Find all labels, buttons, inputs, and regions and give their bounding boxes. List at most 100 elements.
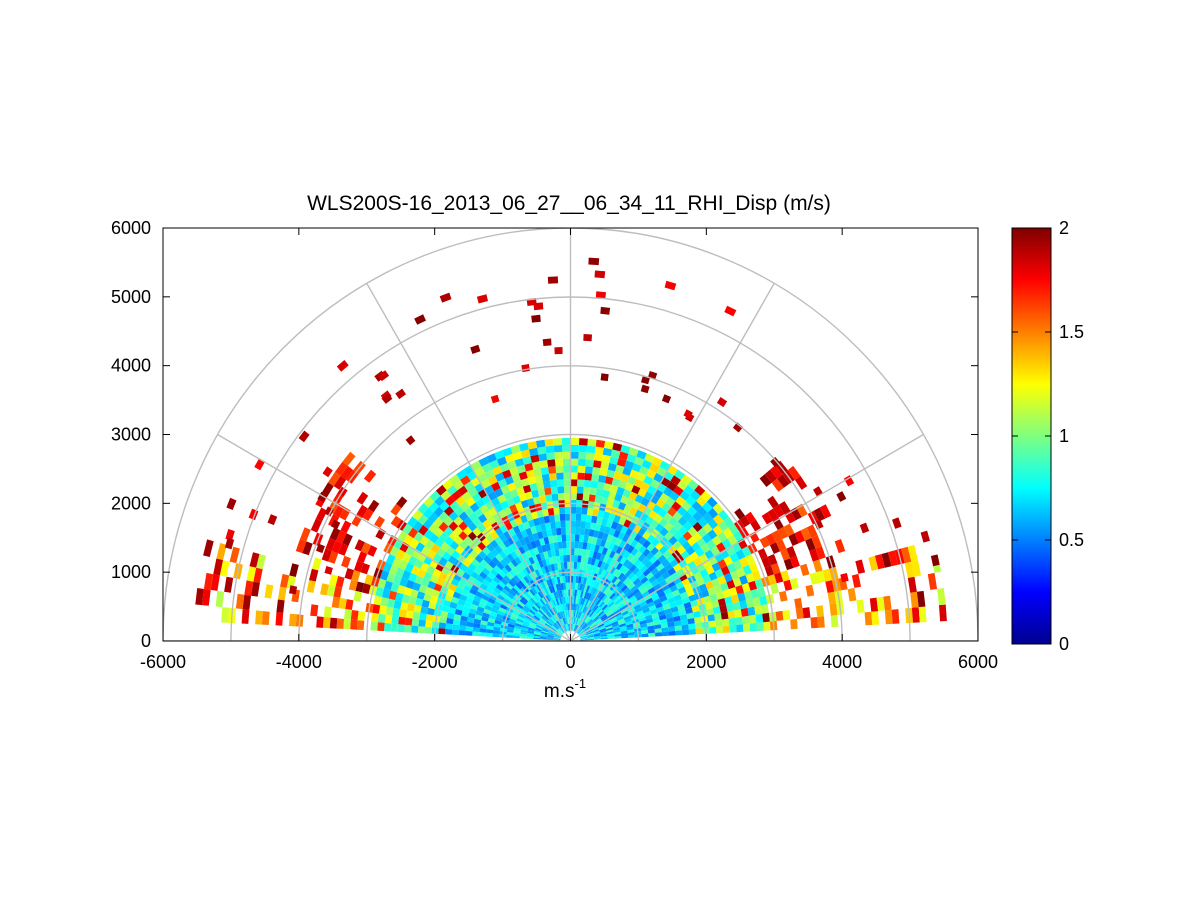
heatmap-cell (541, 473, 550, 482)
heatmap-cell (622, 466, 632, 476)
heatmap-cell (616, 554, 624, 563)
heatmap-cell (397, 530, 408, 542)
heatmap-cell (636, 610, 644, 616)
heatmap-cell (564, 493, 571, 500)
heatmap-cell (528, 447, 539, 457)
heatmap-cell (583, 626, 590, 632)
heatmap-cell (553, 623, 559, 630)
colorbar-gradient (1011, 227, 1052, 645)
heatmap-cell (560, 527, 566, 535)
heatmap-cell (415, 598, 424, 607)
heatmap-cell (661, 558, 670, 568)
heatmap-cell (633, 604, 642, 610)
heatmap-cell (508, 589, 517, 597)
heatmap-cell (635, 570, 643, 578)
heatmap-cell (754, 578, 764, 589)
heatmap-cell (634, 533, 643, 543)
heatmap-cell (651, 456, 663, 467)
heatmap-cell (432, 553, 443, 563)
heatmap-cell (587, 578, 593, 586)
heatmap-cell (529, 589, 536, 596)
heatmap-cell (256, 554, 267, 570)
heatmap-cell (594, 606, 601, 613)
heatmap-cell (843, 475, 855, 487)
heatmap-cell (487, 572, 496, 580)
heatmap-cell (680, 591, 689, 599)
heatmap-cell (575, 596, 579, 604)
heatmap-cell (669, 601, 678, 609)
x-axis-label: m.s-1 (544, 676, 586, 702)
heatmap-cell (533, 635, 541, 638)
heatmap-cell (637, 597, 646, 604)
heatmap-cell (580, 621, 586, 628)
heatmap-cell (504, 453, 515, 463)
heatmap-cell (490, 539, 499, 549)
heatmap-cell (493, 587, 502, 595)
heatmap-cell (549, 593, 554, 601)
heatmap-cell (580, 639, 588, 641)
heatmap-cell (712, 606, 721, 615)
heatmap-cell (664, 563, 673, 572)
heatmap-cell (805, 537, 816, 551)
heatmap-cell (514, 625, 522, 630)
heatmap-cell (597, 509, 605, 518)
heatmap-cell (475, 610, 484, 617)
heatmap-cell (519, 636, 527, 639)
heatmap-cell (763, 621, 771, 631)
heatmap-cell (329, 527, 341, 541)
heatmap-cell (653, 571, 662, 580)
heatmap-cell (840, 573, 849, 583)
heatmap-cell (525, 592, 532, 600)
heatmap-cell (443, 506, 454, 517)
heatmap-cell (537, 591, 544, 599)
heatmap-cell (537, 567, 544, 576)
heatmap-cell (700, 543, 711, 554)
heatmap-cell (549, 618, 555, 624)
heatmap-cell (417, 503, 429, 515)
heatmap-cell (572, 582, 576, 590)
heatmap-cell (492, 633, 500, 638)
heatmap-cell (544, 623, 552, 628)
heatmap-cell (597, 623, 605, 628)
heatmap-cell (486, 453, 497, 463)
heatmap-cell (546, 529, 553, 537)
heatmap-cell (570, 437, 580, 445)
heatmap-cell (542, 338, 552, 346)
heatmap-cell (677, 516, 688, 527)
heatmap-cell (593, 632, 601, 636)
heatmap-cell (739, 556, 749, 568)
heatmap-cell (541, 616, 548, 622)
heatmap-cell (433, 527, 444, 538)
heatmap-cell (483, 608, 491, 615)
heatmap-cell (670, 475, 681, 486)
heatmap-cell (518, 442, 529, 452)
heatmap-cell (459, 620, 467, 627)
heatmap-cell (560, 562, 565, 570)
heatmap-cell (634, 550, 643, 559)
heatmap-cell (467, 486, 478, 497)
heatmap-cell (681, 624, 689, 631)
heatmap-cell (390, 623, 399, 632)
heatmap-cell (452, 624, 460, 631)
heatmap-cell (405, 610, 414, 619)
heatmap-cell (335, 576, 345, 588)
heatmap-cell (497, 478, 508, 488)
heatmap-cell (647, 625, 655, 630)
heatmap-cell (595, 590, 602, 598)
heatmap-cell (668, 535, 678, 546)
heatmap-cell (538, 609, 545, 616)
heatmap-cell (446, 588, 455, 597)
heatmap-cell (553, 591, 558, 599)
heatmap-cell (535, 626, 543, 631)
heatmap-cell (678, 526, 688, 536)
heatmap-cell (644, 515, 654, 526)
heatmap-cell (687, 560, 697, 570)
heatmap-cell (489, 594, 498, 601)
heatmap-cell (661, 627, 669, 633)
heatmap-cell (541, 530, 548, 538)
heatmap-cell (322, 617, 331, 629)
heatmap-cell (520, 631, 528, 635)
x-tick-label: -4000 (276, 652, 322, 672)
heatmap-cell (586, 600, 591, 608)
heatmap-cell (404, 562, 414, 573)
